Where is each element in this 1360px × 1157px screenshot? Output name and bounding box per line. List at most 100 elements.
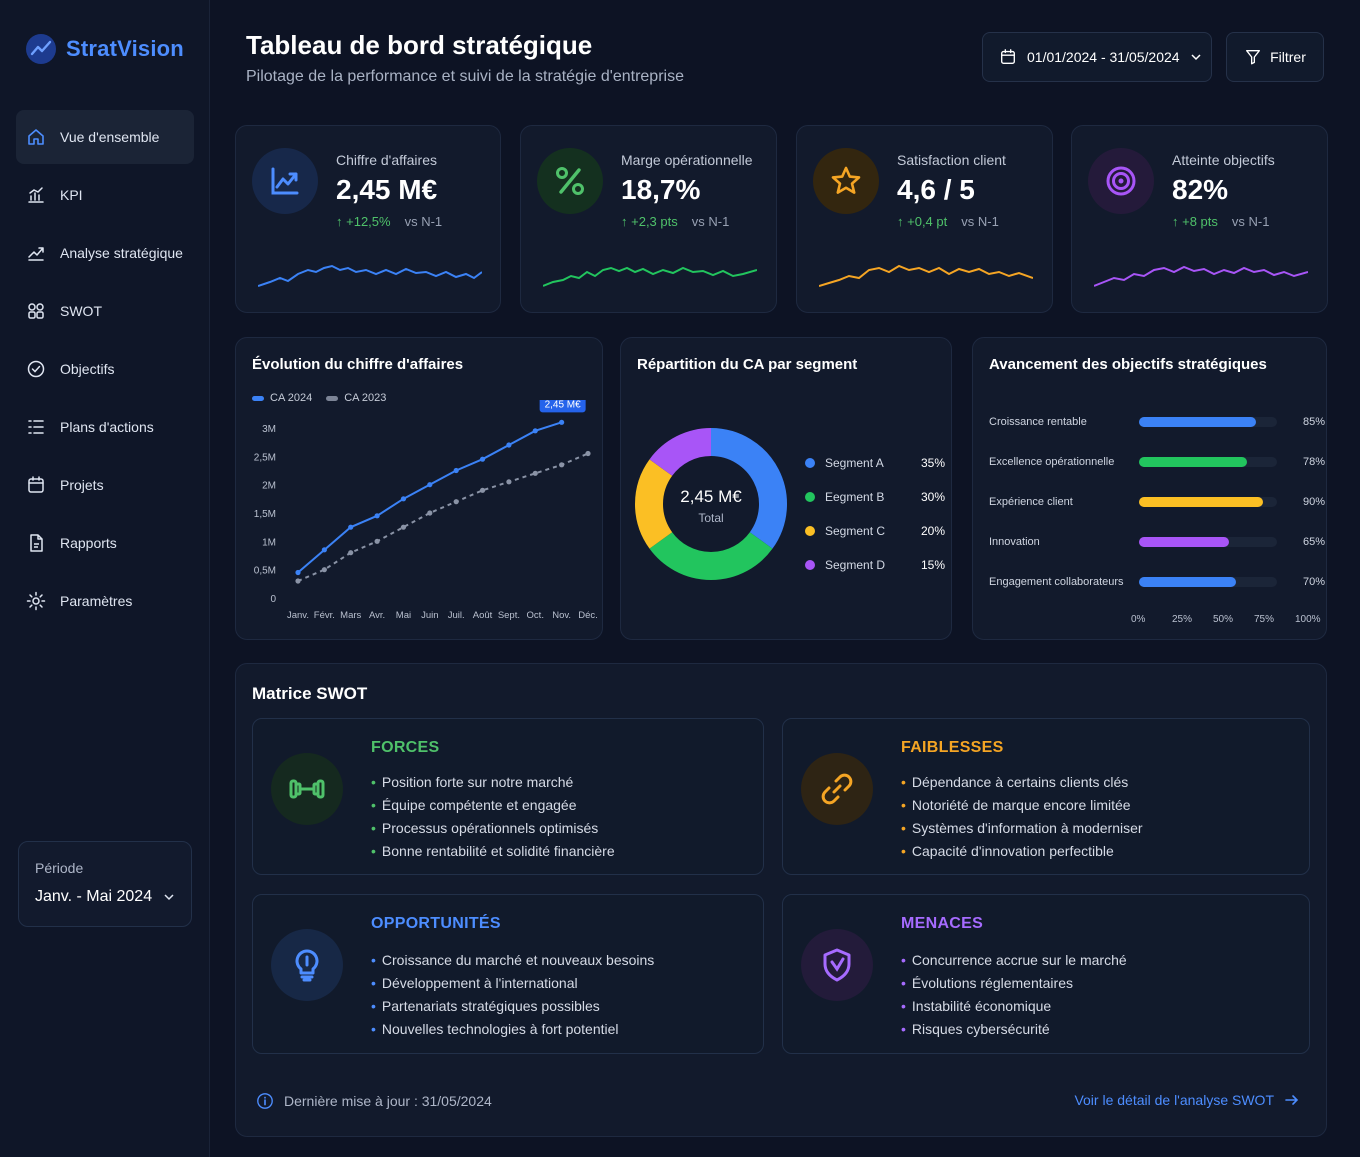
sidebar-item-label: Plans d'actions — [60, 419, 154, 435]
sidebar-item-projects[interactable]: Projets — [16, 458, 194, 512]
legend-item-2024: CA 2024 — [252, 392, 312, 404]
grid-icon — [28, 303, 44, 319]
x-tick-label: Sept. — [498, 610, 520, 621]
sidebar-item-label: Projets — [60, 477, 104, 493]
sidebar-item-analysis[interactable]: Analyse stratégique — [16, 226, 194, 280]
x-tick-label: 0% — [1131, 614, 1146, 625]
list-item-text: Partenariats stratégiques possibles — [381, 998, 600, 1014]
x-tick-label: Mai — [396, 610, 411, 621]
swot-detail-link[interactable]: Voir le détail de l'analyse SWOT — [1074, 1092, 1300, 1108]
list-item-text: Croissance du marché et nouveaux besoins — [381, 952, 655, 968]
data-point — [295, 569, 301, 576]
objective-label: Croissance rentable — [989, 416, 1087, 428]
sidebar-item-reports[interactable]: Rapports — [16, 516, 194, 570]
data-point — [400, 524, 407, 530]
x-tick-label: 50% — [1213, 614, 1234, 625]
period-selector[interactable]: Période Janv. - Mai 2024 — [18, 841, 192, 927]
kpi-value: 18,7% — [621, 174, 701, 205]
data-point — [374, 513, 380, 519]
page-subtitle: Pilotage de la performance et suivi de l… — [246, 68, 684, 85]
donut-slice[interactable] — [710, 428, 787, 549]
y-tick-label: 2,5M — [254, 452, 276, 463]
list-item-text: Systèmes d'information à moderniser — [911, 820, 1143, 836]
list-item-text: Processus opérationnels optimisés — [381, 820, 599, 836]
data-point — [295, 578, 301, 584]
revenue-line-chart: 3M 2,5M 2M 1,5M 1M 0,5M 0 Janv. Févr. Mars Avr. Mai… — [254, 400, 598, 621]
lightbulb-icon — [271, 929, 343, 1001]
kpi-delta: ↑ +0,4 pt vs N-1 — [897, 214, 999, 229]
sidebar-item-label: KPI — [60, 187, 83, 203]
kpi-vs: vs N-1 — [961, 214, 999, 229]
legend-item: Segment C 20% — [805, 514, 945, 548]
donut-slice[interactable] — [649, 531, 773, 580]
x-tick-label: Déc. — [578, 610, 598, 621]
sidebar-item-action-plans[interactable]: Plans d'actions — [16, 400, 194, 454]
legend-value: 20% — [920, 524, 945, 538]
donut-slice[interactable] — [649, 428, 712, 477]
kpi-card-revenue[interactable]: Chiffre d'affaires 2,45 M€ ↑ +12,5% vs N-… — [235, 125, 501, 313]
kpi-card-satisfaction[interactable]: Satisfaction client 4,6 / 5 ↑ +0,4 pt vs … — [796, 125, 1053, 313]
legend-label: CA 2024 — [270, 392, 313, 404]
swot-opportunities-title: OPPORTUNITÉS — [371, 915, 501, 932]
series-line-0 — [297, 421, 562, 574]
swot-card: Matrice SWOT FORCES • Position forte sur … — [235, 663, 1327, 1137]
data-point — [585, 450, 591, 457]
segment-donut-chart: 2,45 M€ Total — [635, 428, 787, 580]
objective-track — [1139, 577, 1277, 587]
objective-label: Innovation — [989, 536, 1040, 548]
legend-dot — [805, 526, 815, 536]
donut-slice[interactable] — [635, 459, 673, 549]
arrow-right-icon — [1285, 1095, 1299, 1105]
kpi-delta: ↑ +2,3 pts vs N-1 — [621, 214, 730, 229]
objective-row: Croissance rentable 85% — [989, 412, 1325, 432]
list-item-text: Développement à l'international — [381, 975, 578, 991]
sidebar-item-settings[interactable]: Paramètres — [16, 574, 194, 628]
list-item: • Évolutions réglementaires — [901, 975, 1073, 991]
callout-box — [539, 400, 586, 413]
revenue-chart-legend: CA 2024 CA 2023 — [252, 392, 386, 404]
objectives-chart-title: Avancement des objectifs stratégiques — [989, 356, 1267, 373]
info-icon — [257, 1093, 273, 1109]
date-range-picker[interactable]: 01/01/2024 - 31/05/2024 — [982, 32, 1212, 82]
kpi-vs: vs N-1 — [1231, 214, 1270, 229]
y-tick-label: 2M — [262, 481, 276, 492]
list-item: • Développement à l'international — [371, 975, 578, 991]
sidebar-item-overview[interactable]: Vue d'ensemble — [16, 110, 194, 164]
sidebar-item-kpi[interactable]: KPI — [16, 168, 194, 222]
logo[interactable]: StratVision — [26, 34, 184, 64]
kpi-title: Marge opérationnelle — [621, 152, 753, 168]
last-update: Dernière mise à jour : 31/05/2024 — [256, 1092, 492, 1110]
swot-forces-title: FORCES — [371, 739, 440, 756]
y-tick-label: 0 — [270, 594, 276, 605]
target-icon — [1088, 148, 1154, 214]
x-tick-label: Janv. — [287, 610, 309, 621]
objective-track — [1139, 457, 1277, 467]
objective-pct: 90% — [1302, 496, 1325, 508]
data-point — [479, 487, 486, 493]
list-item: • Notoriété de marque encore limitée — [901, 797, 1131, 813]
data-point — [321, 567, 327, 573]
legend-value: 15% — [920, 558, 945, 572]
x-tick-label: Nov. — [552, 610, 571, 621]
period-label: Période — [35, 860, 84, 876]
filter-button[interactable]: Filtrer — [1226, 32, 1324, 82]
swot-detail-link-text: Voir le détail de l'analyse SWOT — [1074, 1092, 1274, 1108]
swot-opportunities-list: • Croissance du marché et nouveaux besoin… — [371, 949, 654, 1041]
kpi-card-margin[interactable]: Marge opérationnelle 18,7% ↑ +2,3 pts vs … — [520, 125, 777, 313]
x-tick-label: Oct. — [527, 610, 544, 621]
kpi-card-objectives[interactable]: Atteinte objectifs 82% ↑ +8 pts vs N-1 — [1071, 125, 1328, 313]
x-tick-label: 75% — [1254, 614, 1275, 625]
filter-icon — [1246, 50, 1261, 65]
bar-chart-icon — [28, 187, 44, 203]
list-item-text: Nouvelles technologies à fort potentiel — [381, 1021, 619, 1037]
objective-pct: 85% — [1302, 416, 1325, 428]
calendar-icon — [1001, 49, 1015, 64]
segment-chart-card: Répartition du CA par segment 2,45 M€ To… — [620, 337, 952, 640]
objective-pct: 65% — [1302, 536, 1325, 548]
sidebar-item-swot[interactable]: SWOT — [16, 284, 194, 338]
data-point — [559, 462, 565, 468]
sidebar-item-objectives[interactable]: Objectifs — [16, 342, 194, 396]
link-icon — [801, 753, 873, 825]
star-icon — [813, 148, 879, 214]
main-content: Tableau de bord stratégique Pilotage de … — [210, 0, 1360, 1157]
